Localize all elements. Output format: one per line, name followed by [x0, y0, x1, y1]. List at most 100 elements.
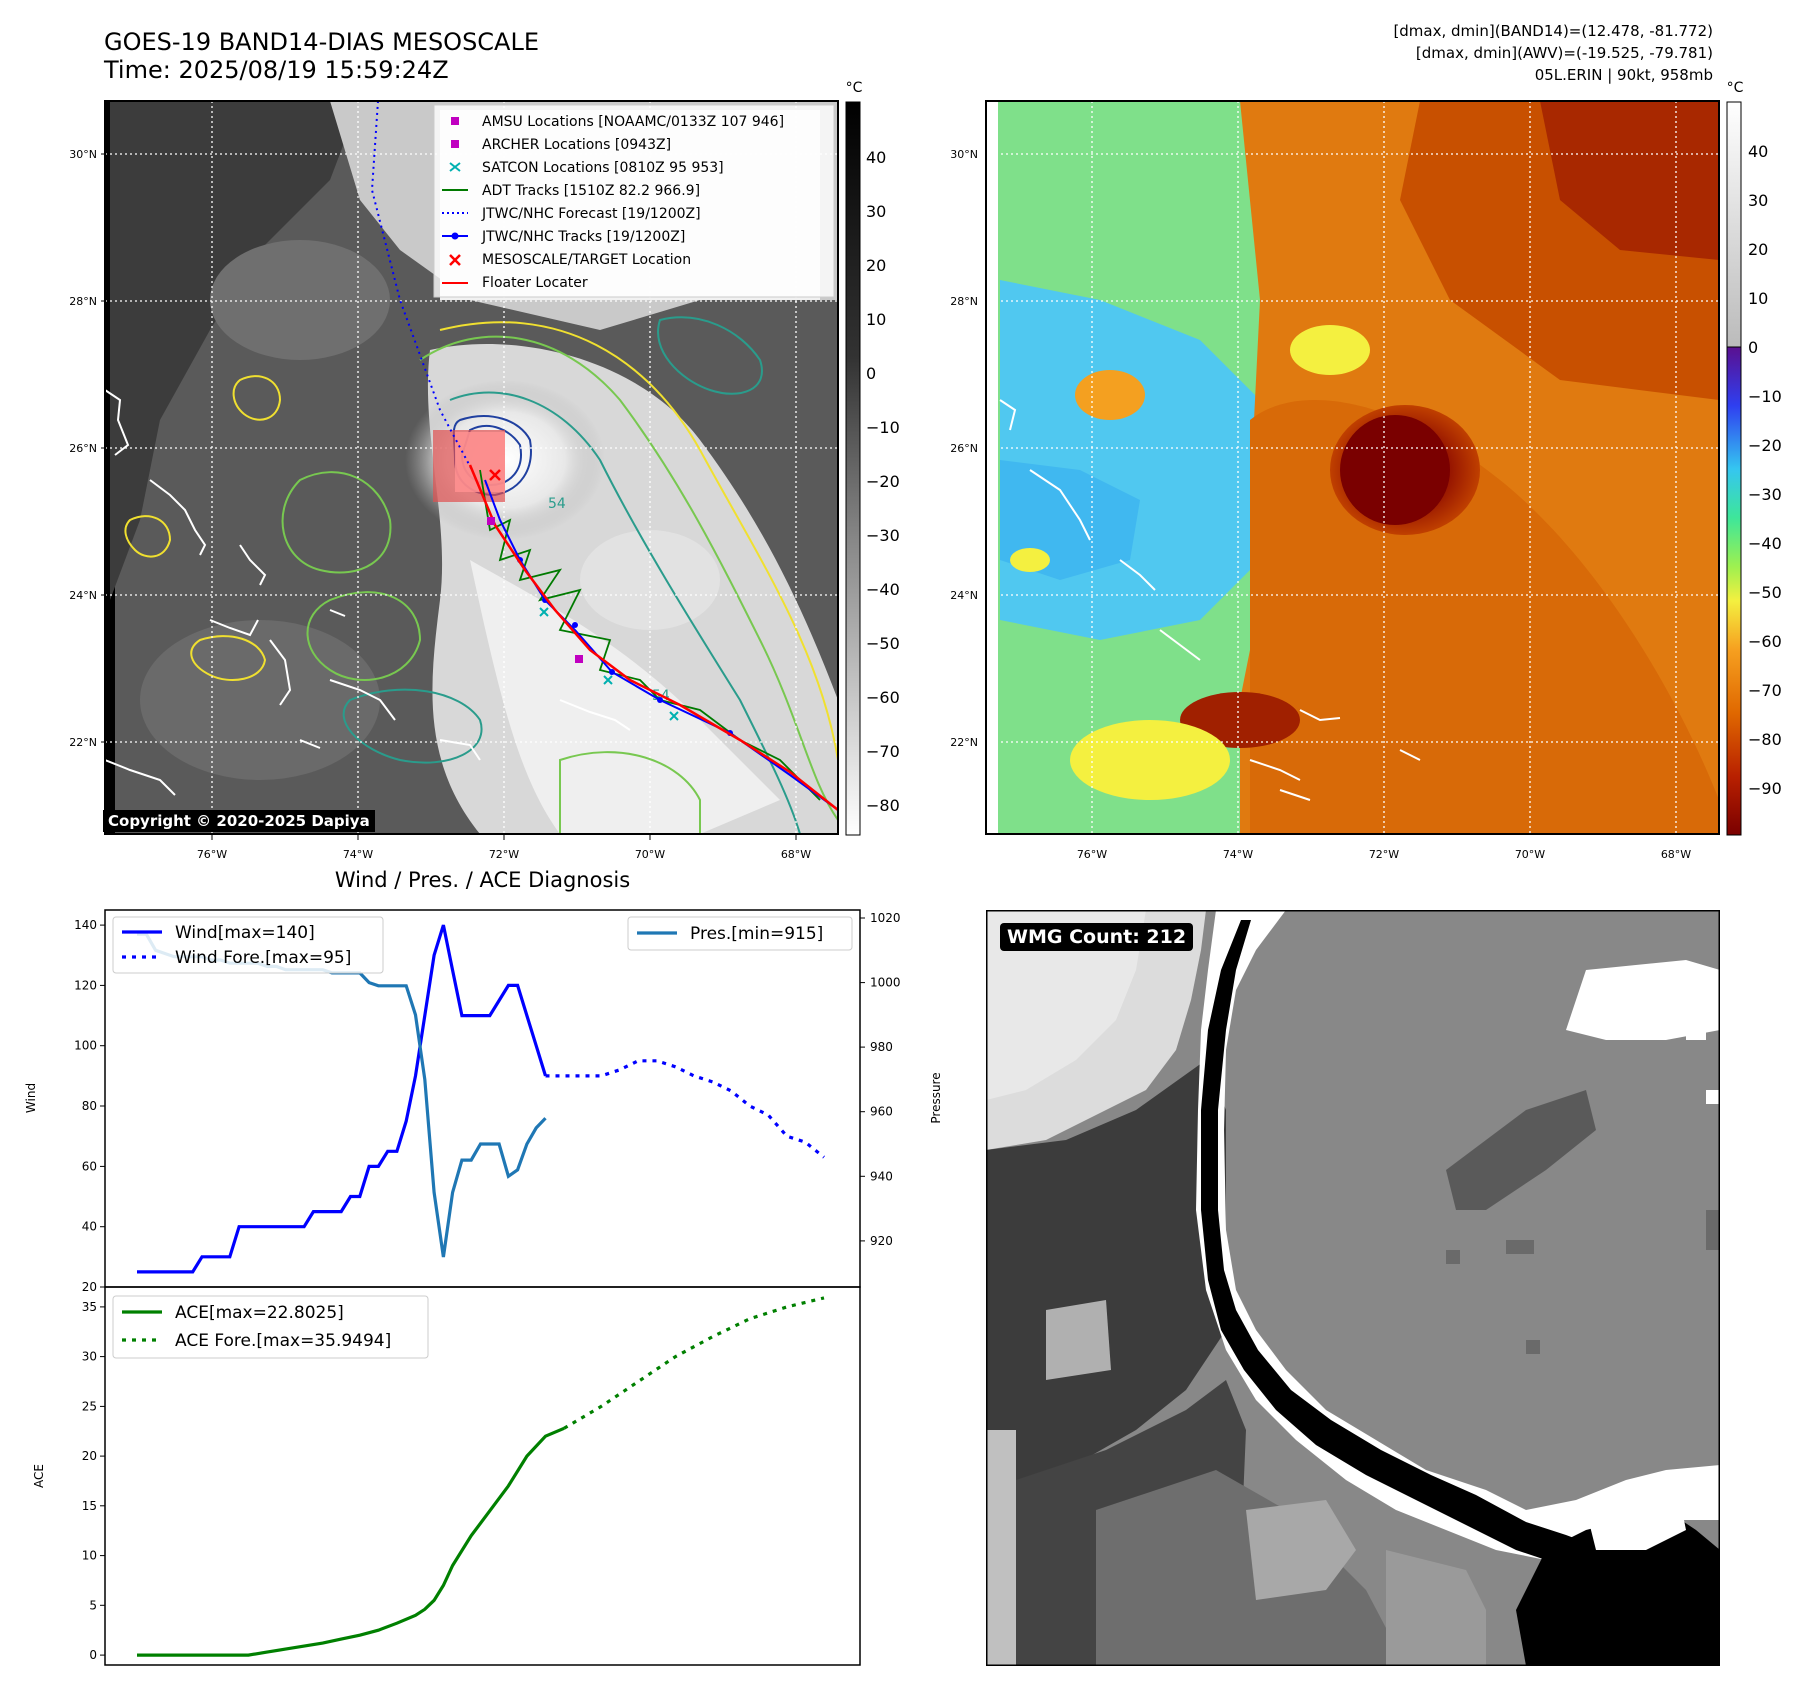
- svg-text:30°N: 30°N: [69, 148, 97, 161]
- wind-ticks: 140 120 100 80 60 40 20: [74, 918, 105, 1294]
- svg-text:30: 30: [1748, 191, 1768, 210]
- right-gridlines: [986, 101, 1719, 834]
- svg-text:−80: −80: [1748, 730, 1782, 749]
- wind-tick-4: 60: [82, 1159, 97, 1173]
- ace-tick-3: 20: [82, 1449, 97, 1463]
- svg-text:−30: −30: [866, 526, 900, 545]
- pres-tick-0: 1020: [870, 911, 901, 925]
- ace-panel-frame: [104, 1286, 861, 1666]
- forecast-track: [370, 101, 473, 471]
- ace-tick-5: 10: [82, 1549, 97, 1563]
- right-colorbar: °C 40 30 20 10 0 −10 −20 −30 −40 −50 −60…: [1726, 80, 1782, 836]
- copyright-label: Copyright © 2020-2025 Dapiya: [103, 810, 375, 832]
- pres-ylabel: Pressure: [929, 1072, 943, 1123]
- legend-ace-label: ACE[max=22.8025]: [175, 1303, 344, 1323]
- svg-text:10: 10: [1748, 289, 1768, 308]
- svg-text:22°N: 22°N: [950, 736, 978, 749]
- svg-text:−80: −80: [866, 796, 900, 815]
- legend-ace-fore-label: ACE Fore.[max=35.9494]: [175, 1331, 391, 1351]
- legend-amsu-marker: [451, 117, 459, 125]
- svg-text:10: 10: [866, 310, 886, 329]
- wind-ylabel: Wind: [24, 1083, 38, 1113]
- wind-line: [137, 924, 548, 1274]
- legend-wind-fore-label: Wind Fore.[max=95]: [175, 948, 351, 968]
- svg-text:40: 40: [866, 148, 886, 167]
- wind-tick-1: 120: [74, 978, 97, 992]
- svg-text:24°N: 24°N: [950, 589, 978, 602]
- svg-text:−20: −20: [1748, 436, 1782, 455]
- pres-tick-5: 920: [870, 1234, 893, 1248]
- svg-text:−60: −60: [866, 688, 900, 707]
- legend-satcon-label: SATCON Locations [0810Z 95 953]: [482, 160, 724, 176]
- left-colorbar-unit: °C: [846, 80, 863, 96]
- legend-forecast-label: JTWC/NHC Forecast [19/1200Z]: [481, 206, 701, 222]
- svg-text:−10: −10: [1748, 387, 1782, 406]
- ace-ticks: 35 30 25 20 15 10 5 0: [82, 1300, 105, 1662]
- svg-text:68°W: 68°W: [1661, 848, 1691, 861]
- svg-text:30: 30: [866, 202, 886, 221]
- header-storm-info: 05L.ERIN | 90kt, 958mb: [1534, 66, 1713, 84]
- ace-tick-7: 0: [89, 1648, 97, 1662]
- map-legend: AMSU Locations [NOAAMC/0133Z 107 946] AR…: [433, 104, 835, 298]
- diagnosis-title: Wind / Pres. / ACE Diagnosis: [334, 868, 631, 892]
- color-map-panel: [986, 101, 1719, 834]
- ace-tick-2: 25: [82, 1399, 97, 1413]
- legend-tracks-label: JTWC/NHC Tracks [19/1200Z]: [481, 229, 685, 245]
- ace-forecast-line: [563, 1296, 825, 1430]
- ace-tick-1: 30: [82, 1350, 97, 1364]
- chart-time: Time: 2025/08/19 15:59:24Z: [104, 56, 449, 84]
- svg-text:26°N: 26°N: [950, 442, 978, 455]
- legend-wind-label: Wind[max=140]: [175, 923, 315, 943]
- chart-title: GOES-19 BAND14-DIAS MESOSCALE: [104, 28, 540, 56]
- adt-track: [479, 469, 821, 801]
- svg-text:26°N: 26°N: [69, 442, 97, 455]
- left-colorbar: °C 40 30 20 10 0 −10 −20 −30 −40 −50 −60…: [845, 80, 900, 836]
- svg-text:−70: −70: [866, 742, 900, 761]
- wmg-panel: [986, 910, 1720, 1666]
- wind-tick-2: 100: [74, 1039, 97, 1053]
- pres-tick-4: 940: [870, 1169, 893, 1183]
- svg-text:76°W: 76°W: [1077, 848, 1107, 861]
- target-boxes: [433, 430, 505, 502]
- header-awv-range: [dmax, dmin](AWV)=(-19.525, -79.781): [1415, 44, 1713, 62]
- legend-adt-label: ADT Tracks [1510Z 82.2 966.9]: [482, 183, 700, 199]
- left-lat-ticks: 30°N 28°N 26°N 24°N 22°N: [69, 148, 97, 749]
- ace-ylabel: ACE: [32, 1464, 46, 1488]
- right-colorbar-unit: °C: [1727, 80, 1744, 96]
- svg-text:28°N: 28°N: [950, 295, 978, 308]
- svg-text:20: 20: [866, 256, 886, 275]
- svg-text:0: 0: [866, 364, 876, 383]
- wind-forecast-line: [545, 1059, 826, 1159]
- wind-legend: Wind[max=140] Wind Fore.[max=95]: [112, 916, 384, 974]
- legend-archer-label: ARCHER Locations [0943Z]: [482, 137, 671, 153]
- svg-text:22°N: 22°N: [69, 736, 97, 749]
- svg-text:−10: −10: [866, 418, 900, 437]
- pres-tick-2: 980: [870, 1040, 893, 1054]
- svg-text:−60: −60: [1748, 632, 1782, 651]
- ace-tick-6: 5: [89, 1598, 97, 1612]
- svg-text:72°W: 72°W: [489, 848, 519, 861]
- wind-tick-5: 40: [82, 1220, 97, 1234]
- svg-text:−90: −90: [1748, 779, 1782, 798]
- ace-legend: ACE[max=22.8025] ACE Fore.[max=35.9494]: [112, 1295, 429, 1359]
- right-lat-ticks: 30°N 28°N 26°N 24°N 22°N: [950, 148, 978, 749]
- svg-text:28°N: 28°N: [69, 295, 97, 308]
- legend-pres-label: Pres.[min=915]: [690, 924, 823, 944]
- legend-target-marker: [449, 254, 461, 266]
- wmg-count-badge: WMG Count: 212: [1000, 923, 1194, 951]
- legend-satcon-marker: [449, 162, 461, 172]
- pres-tick-1: 1000: [870, 976, 901, 990]
- legend-floater-label: Floater Locater: [482, 275, 588, 291]
- wind-tick-3: 80: [82, 1099, 97, 1113]
- wind-tick-6: 20: [82, 1280, 97, 1294]
- ace-line: [137, 1426, 565, 1657]
- floater-track: [468, 464, 838, 811]
- svg-text:0: 0: [1748, 338, 1758, 357]
- svg-text:−70: −70: [1748, 681, 1782, 700]
- pres-legend: Pres.[min=915]: [627, 916, 853, 951]
- wind-tick-0: 140: [74, 918, 97, 932]
- svg-text:70°W: 70°W: [635, 848, 665, 861]
- svg-text:74°W: 74°W: [343, 848, 373, 861]
- svg-text:−40: −40: [1748, 534, 1782, 553]
